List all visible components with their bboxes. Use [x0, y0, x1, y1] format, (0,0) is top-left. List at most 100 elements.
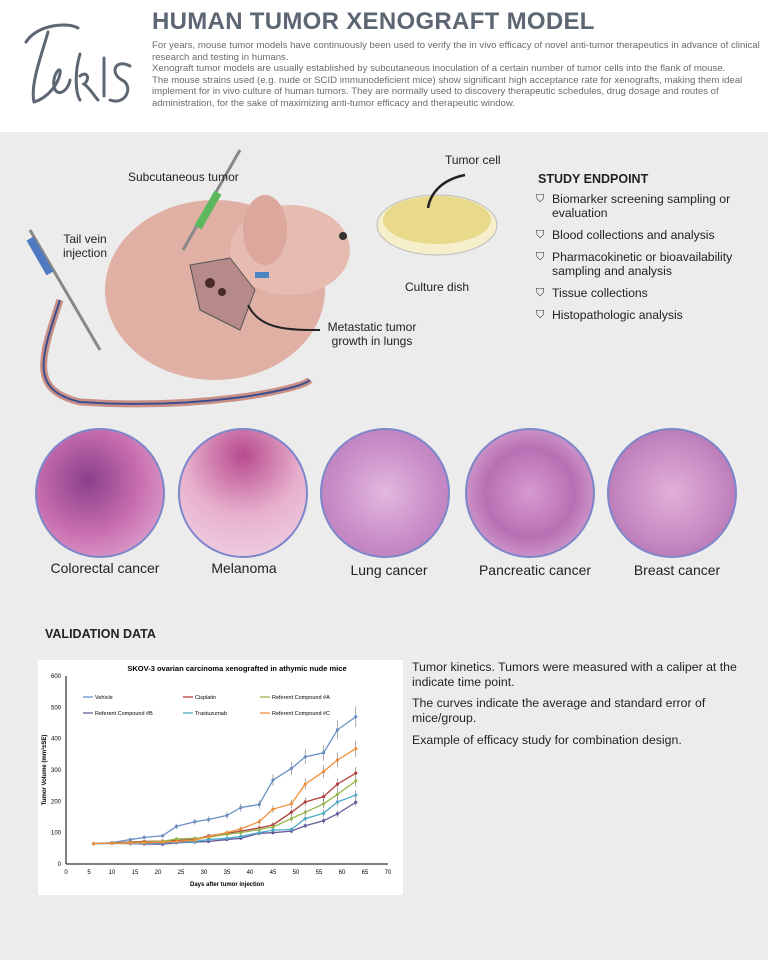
data-point	[335, 812, 339, 816]
data-point	[207, 837, 211, 842]
list-item: ⛉ Pharmacokinetic or bioavailability samp…	[536, 250, 756, 278]
x-tick-label: 70	[385, 870, 392, 876]
data-point	[322, 795, 326, 799]
data-point	[354, 715, 358, 719]
data-point	[225, 836, 229, 840]
intro-paragraph: The mouse strains used (e.g. nude or SCI…	[152, 74, 743, 109]
data-point	[322, 819, 326, 823]
data-point	[354, 747, 358, 751]
histology-label: Lung cancer	[350, 562, 428, 578]
y-tick-label: 500	[51, 705, 62, 711]
chart-title: SKOV-3 ovarian carcinoma xenografted in …	[127, 664, 346, 673]
data-point	[174, 824, 178, 828]
data-point	[193, 838, 197, 842]
histology-image-breast	[607, 428, 737, 558]
legend-label: Trastuzumab	[195, 711, 227, 717]
series-line	[93, 748, 357, 845]
study-endpoint-title: STUDY ENDPOINT	[538, 172, 649, 186]
data-point	[271, 778, 275, 782]
data-point	[128, 841, 132, 845]
x-tick-label: 10	[109, 870, 116, 876]
data-point	[271, 828, 275, 832]
shield-check-icon: ⛉	[536, 229, 545, 241]
data-point	[257, 802, 261, 807]
y-axis-label: Tumor Volume (mm³±SE)	[41, 735, 48, 806]
y-tick-label: 100	[51, 831, 62, 837]
legend-label: Vehicle	[95, 695, 113, 701]
shield-check-icon: ⛉	[536, 251, 545, 263]
intro-paragraph: For years, mouse tumor models have conti…	[152, 40, 760, 63]
item-text: Pharmacokinetic or bioavailability sampl…	[552, 250, 733, 278]
data-point	[303, 816, 307, 821]
y-tick-label: 0	[58, 862, 62, 868]
item-text: Histopathologic analysis	[552, 308, 683, 322]
data-point	[303, 810, 307, 814]
y-tick-label: 600	[51, 674, 62, 680]
data-point	[271, 807, 275, 811]
mouse-illustration	[26, 149, 498, 408]
data-point	[322, 769, 326, 774]
x-tick-label: 25	[178, 870, 185, 876]
y-tick-label: 400	[51, 737, 62, 743]
x-tick-label: 20	[155, 870, 162, 876]
validation-text: Example of efficacy study for combinatio…	[412, 733, 682, 747]
list-item: ⛉ Histopathologic analysis	[536, 308, 756, 322]
x-tick-label: 45	[270, 870, 277, 876]
page-title: HUMAN TUMOR XENOGRAFT MODEL	[152, 8, 595, 35]
header: HUMAN TUMOR XENOGRAFT MODEL For years, m…	[0, 0, 768, 132]
validation-text: The curves indicate the average and stan…	[412, 696, 706, 725]
tumor-volume-chart: SKOV-3 ovarian carcinoma xenografted in …	[41, 664, 392, 888]
series-line	[93, 794, 357, 845]
x-axis-label: Days after tumor injection	[190, 882, 264, 888]
list-item: ⛉ Blood collections and analysis	[536, 228, 756, 242]
data-point	[303, 755, 307, 759]
data-point	[335, 728, 339, 732]
data-point	[354, 793, 358, 797]
validation-text: Tumor kinetics. Tumors were measured wit…	[412, 660, 737, 689]
label-tail-vein: Tail vein injection	[62, 232, 108, 260]
x-tick-label: 30	[201, 870, 208, 876]
data-point	[174, 837, 178, 841]
data-point	[322, 811, 326, 815]
data-point	[239, 831, 243, 835]
data-point	[161, 834, 165, 838]
legend-label: Referent Compound #C	[272, 711, 330, 717]
histology-label: Pancreatic cancer	[478, 562, 592, 578]
intro-paragraph: Xenograft tumor models are usually estab…	[152, 63, 726, 75]
item-text: Biomarker screening sampling or evaluati…	[552, 192, 731, 220]
x-tick-label: 40	[247, 870, 254, 876]
shield-check-icon: ⛉	[536, 193, 545, 205]
label-culture-dish: Culture dish	[405, 280, 470, 294]
data-point	[303, 824, 307, 828]
data-point	[289, 810, 293, 814]
data-point	[322, 751, 326, 755]
y-tick-label: 300	[51, 768, 62, 774]
data-point	[174, 839, 178, 844]
histology-label: Melanoma	[211, 560, 277, 576]
list-item: ⛉ Biomarker screening sampling or evaluat…	[536, 192, 756, 220]
x-tick-label: 55	[316, 870, 323, 876]
data-point	[207, 817, 211, 822]
series-line	[93, 780, 357, 845]
label-tumor-cell: Tumor cell	[445, 153, 501, 167]
series-line	[93, 716, 357, 845]
data-point	[322, 802, 326, 806]
data-point	[207, 834, 211, 839]
histology-image-colorectal	[35, 428, 165, 558]
data-point	[354, 771, 358, 775]
data-point	[289, 766, 293, 771]
histology-image-pancreatic	[465, 428, 595, 558]
x-tick-label: 0	[64, 870, 68, 876]
label-metastatic: Metastatic tumor growth in lungs	[327, 320, 417, 348]
data-point	[239, 827, 243, 831]
validation-title: VALIDATION DATA	[45, 627, 156, 641]
x-tick-label: 35	[224, 870, 231, 876]
histology-label: Colorectal cancer	[50, 560, 160, 576]
data-point	[257, 831, 261, 835]
data-point	[239, 806, 243, 810]
data-point	[257, 827, 261, 832]
data-point	[161, 840, 165, 844]
x-tick-label: 50	[293, 870, 300, 876]
data-point	[335, 792, 339, 797]
x-tick-label: 60	[339, 870, 346, 876]
